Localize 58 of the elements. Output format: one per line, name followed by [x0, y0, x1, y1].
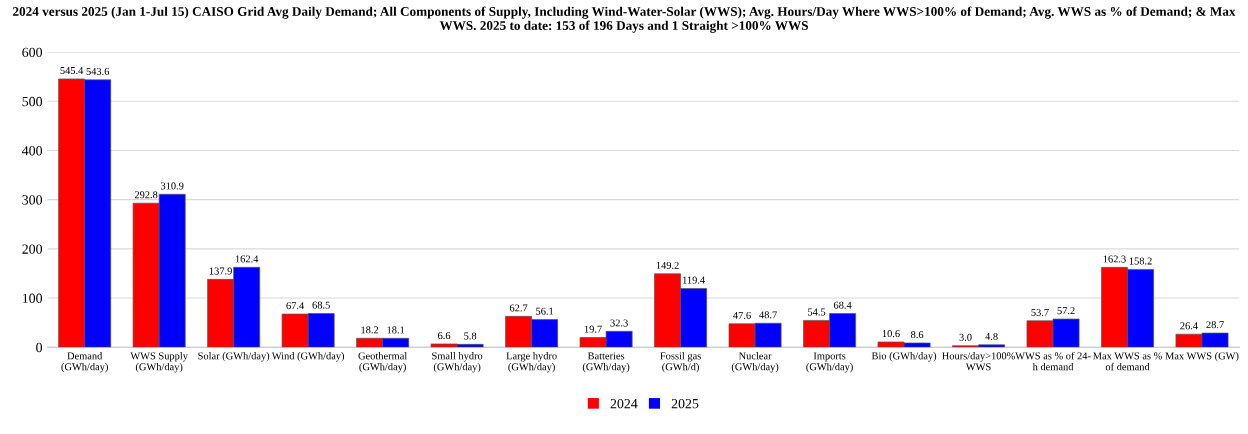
data-label: 292.8 — [134, 191, 158, 199]
data-label: 3.0 — [959, 333, 972, 341]
data-label: 68.5 — [312, 301, 330, 309]
data-label: 47.6 — [733, 311, 751, 319]
data-label: 19.7 — [584, 325, 602, 333]
data-label: 56.1 — [536, 307, 554, 315]
x-tick-label: Nuclear (GWh/day) — [731, 352, 779, 373]
data-label: 162.4 — [235, 255, 259, 263]
x-tick-label: Max WWS (GW) — [1165, 352, 1239, 362]
data-label: 48.7 — [759, 311, 777, 319]
x-tick-label: Imports (GWh/day) — [806, 352, 853, 373]
y-tick-label: 200 — [22, 244, 43, 254]
data-label: 26.4 — [1180, 322, 1198, 330]
x-tick-label: Wind (GWh/day) — [271, 352, 345, 362]
data-label: 18.1 — [387, 326, 405, 334]
x-tick-label: WWS as % of 24- h demand — [1015, 351, 1091, 371]
x-tick-label: Demand (GWh/day) — [61, 352, 108, 373]
x-tick-label: Batteries (GWh/day) — [582, 352, 630, 373]
data-label: 54.5 — [808, 308, 826, 316]
data-label: 28.7 — [1206, 321, 1224, 329]
x-tick-label: Hours/day>100% WWS — [942, 352, 1015, 371]
x-tick-label: Geothermal (GWh/day) — [358, 352, 407, 373]
x-tick-label: Bio (GWh/day) — [871, 352, 937, 362]
y-tick-label: 600 — [22, 47, 43, 58]
x-tick-label: Fossil gas (GWh/d) — [660, 352, 701, 373]
data-label: 149.2 — [656, 261, 679, 269]
data-label: 57.2 — [1057, 307, 1075, 315]
y-tick-label: 300 — [22, 195, 43, 205]
data-label: 119.4 — [683, 276, 705, 284]
y-tick-label: 0 — [36, 342, 43, 353]
y-tick-label: 100 — [22, 293, 43, 303]
data-label: 68.4 — [833, 301, 852, 309]
data-label: 4.8 — [985, 332, 998, 340]
data-label: 62.7 — [509, 304, 528, 312]
data-label: 8.6 — [910, 331, 924, 339]
data-label: 545.4 — [60, 67, 84, 75]
y-tick-label: 500 — [22, 96, 43, 107]
legend-label: 2024 — [610, 398, 638, 409]
data-label: 32.3 — [610, 319, 628, 327]
x-tick-label: Max WWS as % of demand — [1093, 352, 1162, 371]
data-label: 162.3 — [1103, 255, 1126, 263]
data-label: 10.6 — [882, 330, 900, 338]
x-tick-label: Large hydro (GWh/day) — [506, 352, 557, 373]
data-label: 310.9 — [160, 182, 184, 190]
legend-label: 2025 — [671, 398, 699, 409]
x-tick-label: WWS Supply (GWh/day) — [130, 352, 188, 373]
data-label: 543.6 — [86, 67, 110, 75]
data-label: 137.9 — [209, 267, 232, 275]
data-label: 53.7 — [1031, 308, 1049, 316]
data-label: 18.2 — [361, 326, 379, 334]
data-label: 6.6 — [438, 332, 451, 340]
x-tick-label: Small hydro (GWh/day) — [432, 352, 483, 373]
data-label: 5.8 — [464, 332, 477, 340]
data-label: 67.4 — [286, 302, 305, 310]
chart-title: 2024 versus 2025 (Jan 1-Jul 15) CAISO Grid Avg Daily Demand; All Components of Supply, Including Wind-Water-Solar (WWS); Avg. Hours/Day Where WWS>100% of Demand; Avg. WWS as % of Demand; & Max WWS. 2025 to date: 153 of 196 Days and 1 Straight >100% WWS — [13, 6, 1236, 33]
x-tick-label: Solar (GWh/day) — [198, 352, 270, 362]
y-tick-label: 400 — [22, 146, 43, 156]
data-label: 158.2 — [1129, 257, 1152, 265]
